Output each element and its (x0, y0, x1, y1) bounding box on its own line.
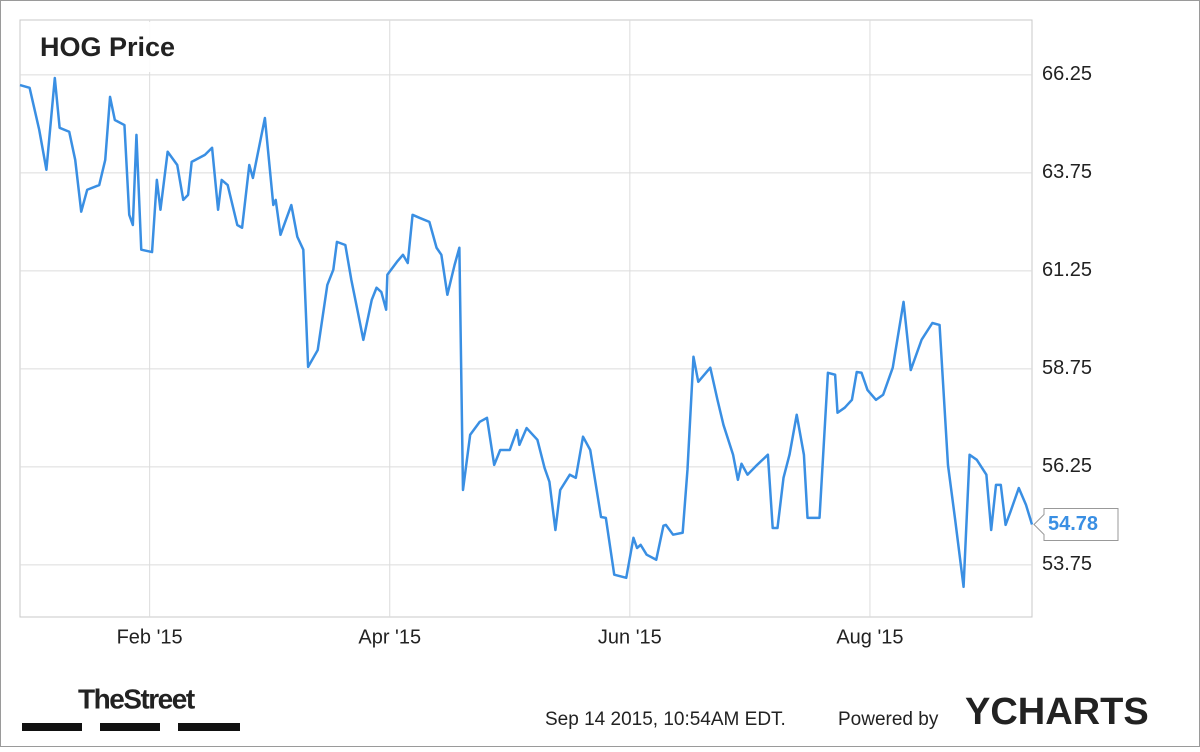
marks (19, 76, 1034, 589)
plot-area (19, 19, 1033, 618)
logo-bar (22, 723, 82, 731)
x-tick-label: Apr '15 (358, 626, 421, 648)
y-tick-label: 53.75 (1042, 553, 1092, 575)
price-line (19, 76, 1034, 589)
y-tick-label: 56.25 (1042, 455, 1092, 477)
powered-by: Powered by (838, 709, 939, 730)
grid (20, 20, 1032, 617)
y-tick-label: 61.25 (1042, 259, 1092, 281)
last-value-callout (1033, 507, 1119, 541)
y-tick-label: 63.75 (1042, 161, 1092, 183)
source-logo: TheStreet (78, 683, 195, 714)
y-tick-label: 58.75 (1042, 357, 1092, 379)
brand-logo: YCHARTS (965, 691, 1149, 733)
last-value-label: 54.78 (1048, 513, 1098, 535)
y-tick-label: 66.25 (1042, 63, 1092, 85)
x-tick-label: Aug '15 (836, 626, 903, 648)
x-tick-label: Feb '15 (117, 626, 183, 648)
timestamp: Sep 14 2015, 10:54AM EDT. (545, 709, 786, 730)
logo-bar (178, 723, 240, 731)
logo-bar (100, 723, 160, 731)
title-box (22, 22, 222, 72)
chart-title: HOG Price (40, 32, 175, 62)
x-tick-label: Jun '15 (598, 626, 662, 648)
